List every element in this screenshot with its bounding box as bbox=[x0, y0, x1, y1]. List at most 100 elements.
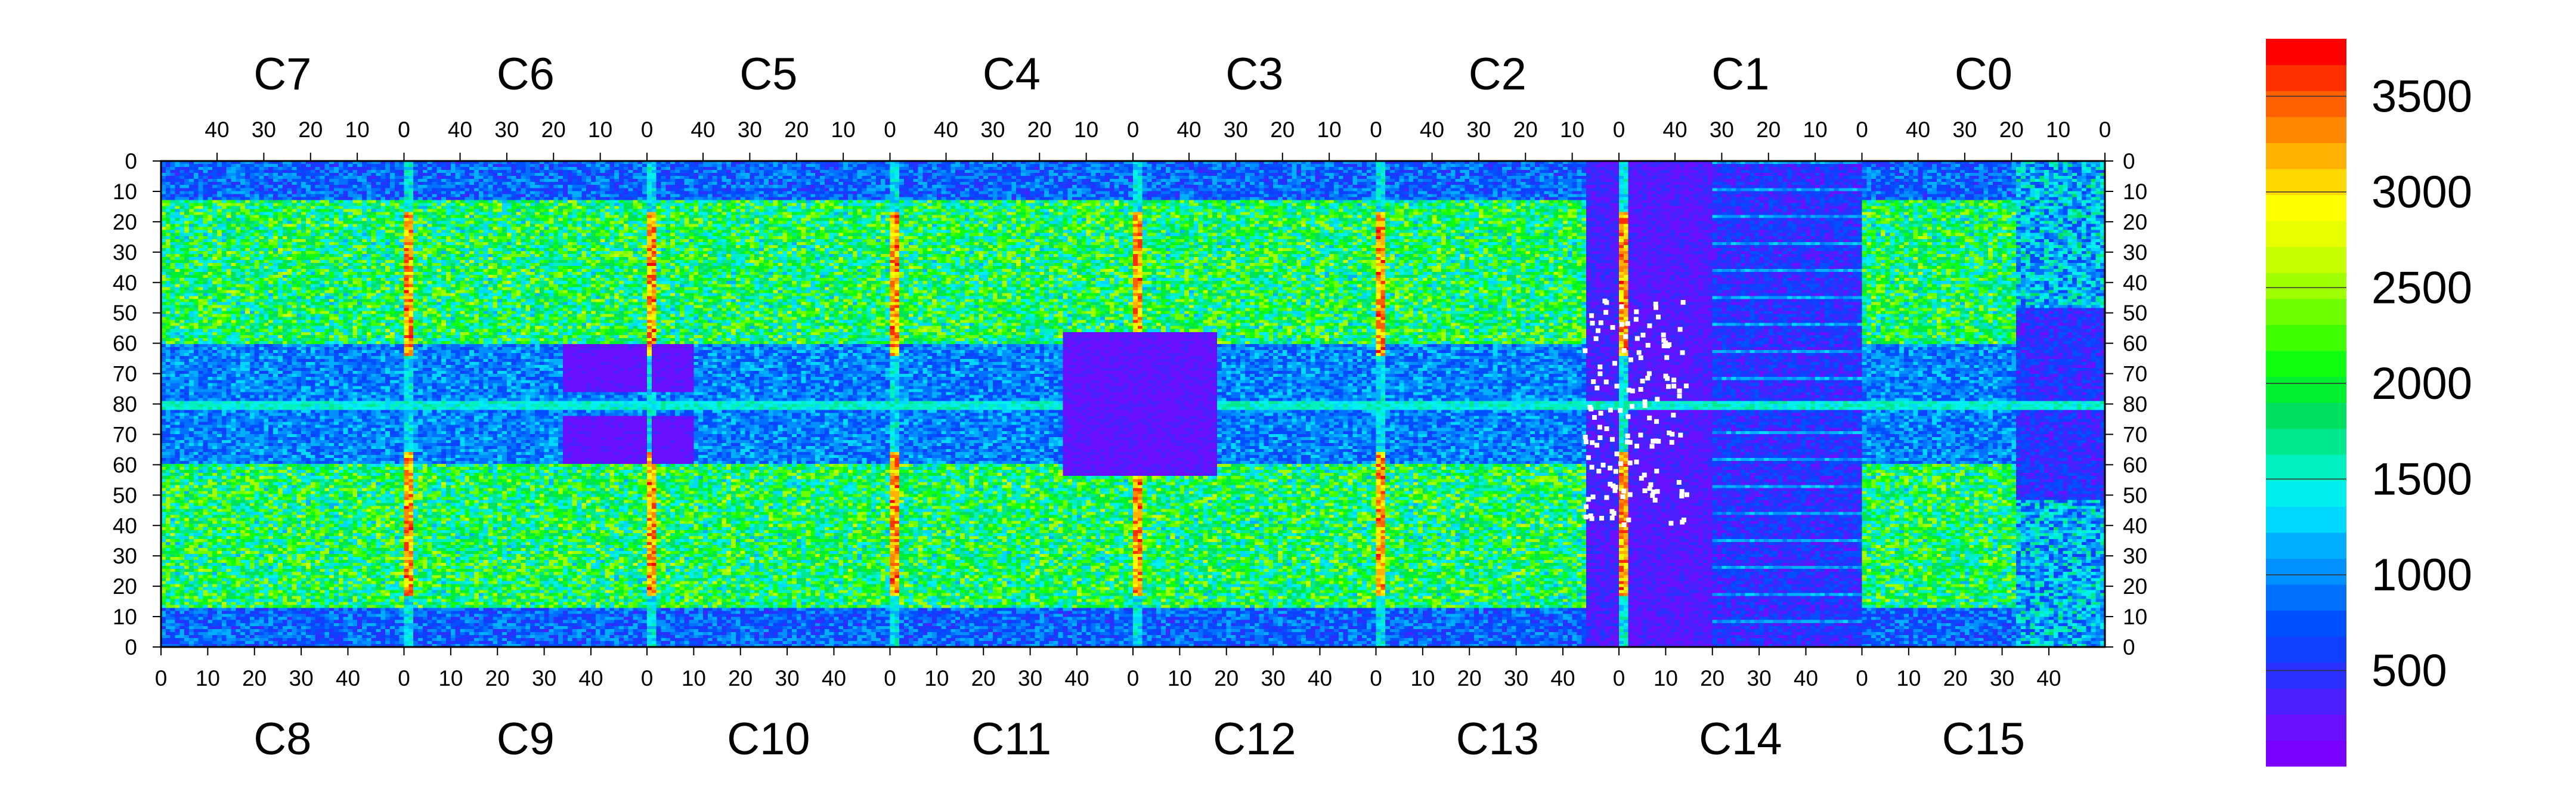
top-x-tick-label: 30 bbox=[1466, 117, 1491, 142]
bottom-x-tick-label: 20 bbox=[1943, 666, 1968, 691]
top-x-tick-label: 30 bbox=[1224, 117, 1248, 142]
dead-pixel bbox=[1626, 388, 1631, 393]
dead-pixel bbox=[1655, 489, 1660, 494]
bottom-x-tick-label: 30 bbox=[289, 666, 314, 691]
dead-pixel bbox=[1678, 432, 1683, 438]
dead-pixel bbox=[1664, 355, 1670, 360]
dead-pixel bbox=[1683, 383, 1689, 389]
dead-pixel bbox=[1666, 384, 1671, 389]
bottom-x-tick-label: 20 bbox=[1214, 666, 1239, 691]
bottom-x-tick-label: 20 bbox=[1700, 666, 1724, 691]
chip-label-bottom: C8 bbox=[253, 714, 311, 764]
y-tick-label-left: 10 bbox=[113, 179, 137, 204]
y-tick-label-right: 10 bbox=[2123, 179, 2147, 204]
heatmap-cells bbox=[161, 161, 2105, 647]
chip-label-top: C5 bbox=[739, 49, 797, 100]
colorbar-segment bbox=[2266, 532, 2346, 559]
top-x-tick-label: 10 bbox=[1074, 117, 1098, 142]
colorbar-segment bbox=[2266, 558, 2346, 585]
bottom-x-tick-label: 40 bbox=[1550, 666, 1575, 691]
dead-pixel bbox=[1583, 435, 1588, 439]
top-x-tick-label: 30 bbox=[252, 117, 276, 142]
top-x-tick-label: 40 bbox=[1906, 117, 1930, 142]
dead-pixel bbox=[1589, 313, 1594, 318]
dead-pixel bbox=[1684, 492, 1689, 497]
bottom-x-tick-label: 40 bbox=[578, 666, 603, 691]
dead-pixel bbox=[1597, 371, 1603, 376]
y-tick-label-right: 60 bbox=[2123, 453, 2147, 477]
y-tick-label-right: 30 bbox=[2123, 544, 2147, 568]
dead-pixel bbox=[1638, 387, 1643, 392]
dead-pixel bbox=[1608, 465, 1613, 470]
y-tick-label-right: 10 bbox=[2123, 605, 2147, 629]
dead-pixel bbox=[1676, 479, 1682, 485]
dead-pixel bbox=[1650, 493, 1655, 499]
colorbar-segment bbox=[2266, 662, 2346, 689]
top-x-tick-label: 40 bbox=[1420, 117, 1444, 142]
dead-pixel bbox=[1680, 519, 1685, 525]
dead-pixel bbox=[1656, 314, 1661, 320]
dead-pixel bbox=[1613, 485, 1618, 490]
dead-pixel bbox=[1627, 492, 1633, 497]
dead-pixel bbox=[1634, 459, 1639, 465]
bottom-x-tick-label: 20 bbox=[1457, 666, 1482, 691]
colorbar: 500 1000 1500 2000 2500 3000 3500 bbox=[2266, 39, 2472, 767]
dead-pixel bbox=[1639, 476, 1644, 481]
dead-pixel bbox=[1609, 436, 1615, 442]
top-x-tick-label: 30 bbox=[738, 117, 762, 142]
dead-pixel bbox=[1627, 460, 1633, 466]
colorbar-segment bbox=[2266, 143, 2346, 169]
dead-pixel-marks bbox=[1583, 298, 1689, 527]
dead-pixel bbox=[1640, 379, 1645, 383]
dead-pixel bbox=[1636, 350, 1642, 355]
bottom-x-tick-label: 10 bbox=[438, 666, 463, 691]
dead-pixel bbox=[1654, 469, 1659, 474]
dead-pixel bbox=[1603, 379, 1609, 385]
dead-pixel bbox=[1621, 488, 1626, 494]
dead-pixel bbox=[1645, 376, 1651, 381]
chip-label-bottom: C10 bbox=[727, 714, 810, 764]
y-tick-label-left: 60 bbox=[113, 332, 137, 356]
bottom-x-tick-label: 10 bbox=[1168, 666, 1192, 691]
y-tick-label-left: 40 bbox=[113, 513, 137, 538]
dead-pixel bbox=[1614, 451, 1620, 457]
y-tick-label-right: 0 bbox=[2123, 635, 2135, 660]
dead-pixel bbox=[1614, 383, 1620, 389]
dead-pixel bbox=[1642, 399, 1648, 404]
top-x-tick-label: 10 bbox=[2046, 117, 2070, 142]
top-x-tick-label: 20 bbox=[784, 117, 809, 142]
bottom-x-tick-label: 10 bbox=[196, 666, 220, 691]
chip-label-top: C4 bbox=[983, 49, 1041, 100]
y-tick-label-left: 0 bbox=[125, 149, 137, 174]
bottom-x-tick-label: 10 bbox=[1896, 666, 1921, 691]
dead-pixel bbox=[1651, 489, 1656, 494]
dead-pixel bbox=[1620, 494, 1626, 499]
dead-pixel bbox=[1619, 304, 1624, 309]
dead-pixel bbox=[1600, 462, 1606, 467]
bottom-x-tick-label: 40 bbox=[2036, 666, 2061, 691]
dead-pixel bbox=[1626, 517, 1631, 522]
colorbar-segment bbox=[2266, 610, 2346, 637]
top-x-tick-label: 30 bbox=[494, 117, 519, 142]
chip-label-bottom: C15 bbox=[1942, 714, 2025, 764]
y-tick-label-left: 20 bbox=[113, 210, 137, 234]
top-x-tick-label: 0 bbox=[1127, 117, 1140, 142]
y-tick-label-left: 40 bbox=[113, 271, 137, 295]
dead-pixel bbox=[1625, 321, 1630, 326]
dead-pixel bbox=[1646, 371, 1652, 376]
bottom-x-tick-label: 20 bbox=[971, 666, 996, 691]
bottom-x-tick-label: 40 bbox=[336, 666, 360, 691]
top-x-tick-label: 20 bbox=[541, 117, 566, 142]
dead-pixel bbox=[1642, 488, 1648, 493]
top-x-tick-label: 20 bbox=[1027, 117, 1052, 142]
dead-pixel bbox=[1679, 493, 1685, 499]
y-tick-label-left: 0 bbox=[125, 635, 137, 660]
bottom-x-tick-label: 0 bbox=[155, 666, 168, 691]
dead-pixel bbox=[1583, 439, 1589, 444]
y-tick-label-left: 30 bbox=[113, 240, 137, 265]
colorbar-segment bbox=[2266, 480, 2346, 507]
dead-pixel bbox=[1680, 300, 1686, 305]
colorbar-segment bbox=[2266, 350, 2346, 377]
top-x-tick-label: 0 bbox=[1856, 117, 1868, 142]
chip-label-bottom: C14 bbox=[1699, 714, 1782, 764]
